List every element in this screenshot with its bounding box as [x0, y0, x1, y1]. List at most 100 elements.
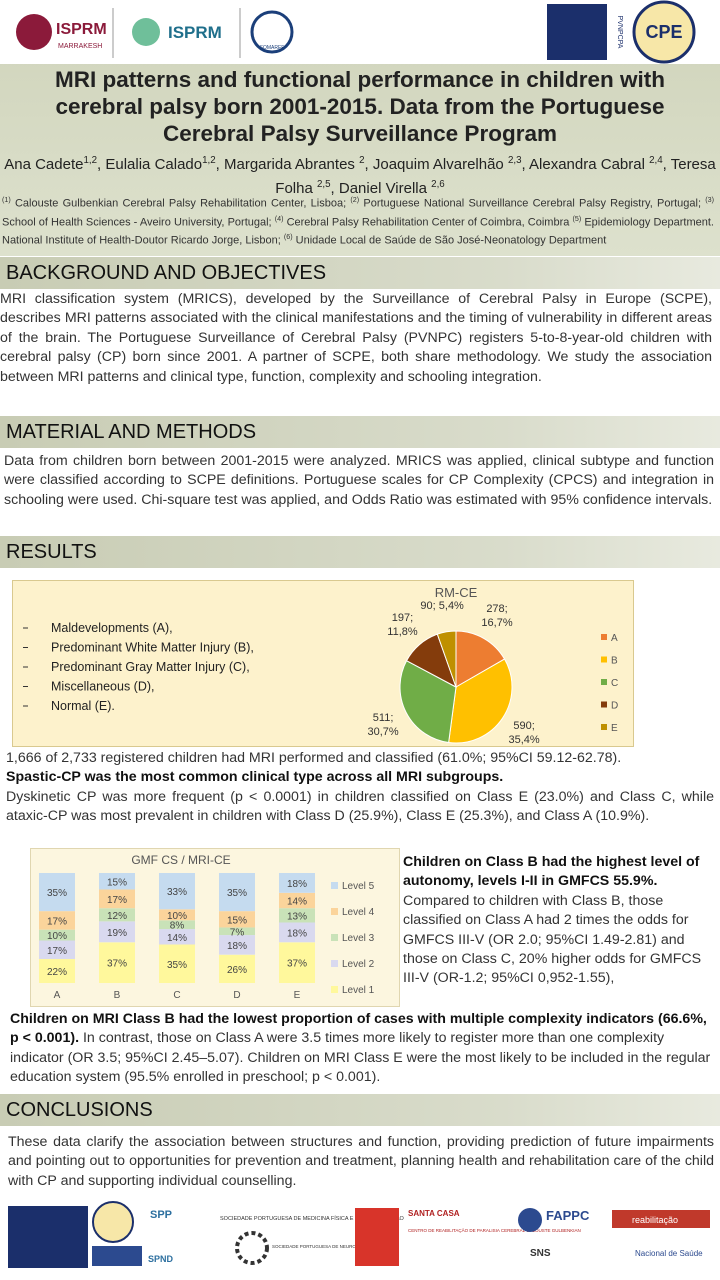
bar-segment: [159, 920, 195, 930]
section-heading: RESULTS: [6, 541, 97, 563]
poster-title: MRI patterns and functional performance …: [54, 67, 666, 146]
top-logos: ISPRM MARRAKESH ISPRM SOMAREF PVNPCPA CP…: [0, 0, 720, 64]
legend-label: C: [611, 678, 618, 689]
data-label: 7%: [230, 927, 245, 938]
logo-text: PVNPCPA: [616, 16, 623, 49]
logo-text: SOCIEDADE PORTUGUESA DE MEDICINA FÍSICA …: [220, 1215, 405, 1222]
text-run: , Margarida Abrantes: [215, 156, 360, 173]
bar-segment: [99, 908, 135, 922]
logo-text: SPND: [148, 1254, 174, 1264]
x-tick-label: E: [294, 990, 301, 1001]
bar-segment: [159, 929, 195, 945]
bar-segment: [219, 927, 255, 936]
text-run: Epidemiology Department. National Instit…: [2, 216, 714, 247]
legend-label: B: [611, 656, 618, 667]
superscript: (5): [572, 214, 582, 223]
bar-segment: [219, 954, 255, 983]
legend-item: Predominant Gray Matter Injury (C),: [51, 660, 250, 674]
data-label: 37%: [287, 959, 307, 970]
chart-title: GMF CS / MRI-CE: [131, 853, 230, 867]
data-label: 22%: [47, 967, 67, 978]
bar-segment: [219, 911, 255, 928]
side-text: Children on Class B had the highest leve…: [403, 853, 715, 989]
bar-segment: [159, 909, 195, 921]
text-run: , Daniel Virella: [330, 180, 432, 197]
logo-icon: [612, 1210, 710, 1228]
bar-segment: [99, 921, 135, 943]
legend-swatch: [331, 934, 338, 941]
x-tick-label: B: [114, 990, 121, 1001]
superscript: 1,2: [202, 155, 216, 166]
data-label: 18%: [227, 941, 247, 952]
legend-item: Predominant White Matter Injury (B),: [51, 641, 254, 655]
data-label: 10%: [167, 911, 187, 922]
superscript: (2): [350, 196, 360, 204]
legend-label: D: [611, 701, 618, 712]
legend-item: Maldevelopments (A),: [51, 621, 173, 635]
data-label: 35%: [47, 888, 67, 899]
text-run: , Joaquim Alvarelhão: [364, 156, 508, 173]
section-band: BACKGROUND AND OBJECTIVES: [0, 257, 720, 289]
logo-icon: [8, 1206, 88, 1268]
data-label: 18%: [287, 879, 307, 890]
superscript: 1,2: [83, 155, 98, 166]
logo-icon: [547, 4, 607, 60]
logo-icon: [518, 1208, 542, 1232]
logo-icon: [16, 14, 52, 50]
bar-segment: [279, 942, 315, 983]
data-label: 19%: [107, 928, 127, 939]
legend-swatch: [331, 908, 338, 915]
legend-swatch: [601, 656, 607, 663]
superscript: (4): [274, 214, 284, 223]
logo-text: CPE: [645, 22, 682, 42]
data-label: 35%: [167, 960, 187, 971]
logo-icon: [250, 10, 294, 54]
legend-swatch: [601, 679, 607, 685]
legend-swatch: [331, 986, 338, 993]
superscript: 2,3: [507, 155, 522, 166]
bar-segment: [39, 929, 75, 941]
results-p1: 1,666 of 2,733 registered children had M…: [6, 750, 622, 766]
logo-text: ISPRM: [168, 23, 222, 42]
bottom-normal: In contrast, those on Class A were 3.5 t…: [10, 1030, 711, 1086]
pie-slice: [436, 630, 457, 688]
pie-panel: RM-CE Maldevelopments (A), Predominant Whi…: [12, 580, 634, 747]
data-label: 197; 11,8%: [387, 611, 418, 638]
superscript: 2,4: [649, 155, 663, 166]
logo-icon: [92, 1201, 134, 1243]
text-run: , Alexandra Cabral: [521, 156, 650, 173]
logo-text: MARRAKESH: [58, 43, 102, 50]
footer-logos: SPP SPND SOCIEDADE PORTUGUESA DE MEDICIN…: [8, 1201, 710, 1268]
bar-segment: [99, 942, 135, 983]
results-p3: Dyskinetic CP was more frequent (p < 0.0…: [6, 788, 714, 825]
x-tick-label: C: [173, 990, 180, 1001]
text-run: Portuguese National Surveillance Cerebra…: [359, 197, 706, 210]
logo-icon: [92, 1246, 142, 1266]
bar-segment: [279, 873, 315, 893]
superscript: (6): [283, 233, 293, 242]
data-label: 10%: [47, 931, 67, 942]
bar-segment: [39, 911, 75, 930]
legend-label: Level 2: [342, 959, 375, 970]
data-label: 15%: [107, 877, 127, 888]
bar-panel: GMF CS / MRI-CE A 22% 17% 10% 17% 35% B 37% 19% 12…: [30, 848, 400, 1007]
bar-segment: [39, 873, 75, 912]
text-run: Cerebral Palsy Rehabilitation Center of …: [283, 216, 573, 229]
chart-title: RM-CE: [435, 585, 478, 600]
legend-label: Level 3: [342, 933, 375, 944]
section-band: RESULTS: [0, 536, 720, 568]
bar-segment: [39, 940, 75, 960]
logo-text: ISPRM: [56, 21, 107, 38]
bar-chart: GMF CS / MRI-CE A 22% 17% 10% 17% 35% B 37% 19% 12…: [39, 853, 375, 1001]
bar-segment: [279, 892, 315, 909]
legend-label: E: [611, 723, 618, 734]
superscript: 2: [359, 155, 365, 166]
legend-swatch: [601, 634, 607, 640]
pie-slice: [399, 660, 457, 744]
logo-text: Nacional de Saúde: [635, 1249, 703, 1258]
data-label: 35%: [227, 888, 247, 899]
bar-segment: [279, 908, 315, 923]
data-label: 14%: [287, 897, 307, 908]
text-run: School of Health Sciences - Aveiro Unive…: [2, 216, 275, 229]
